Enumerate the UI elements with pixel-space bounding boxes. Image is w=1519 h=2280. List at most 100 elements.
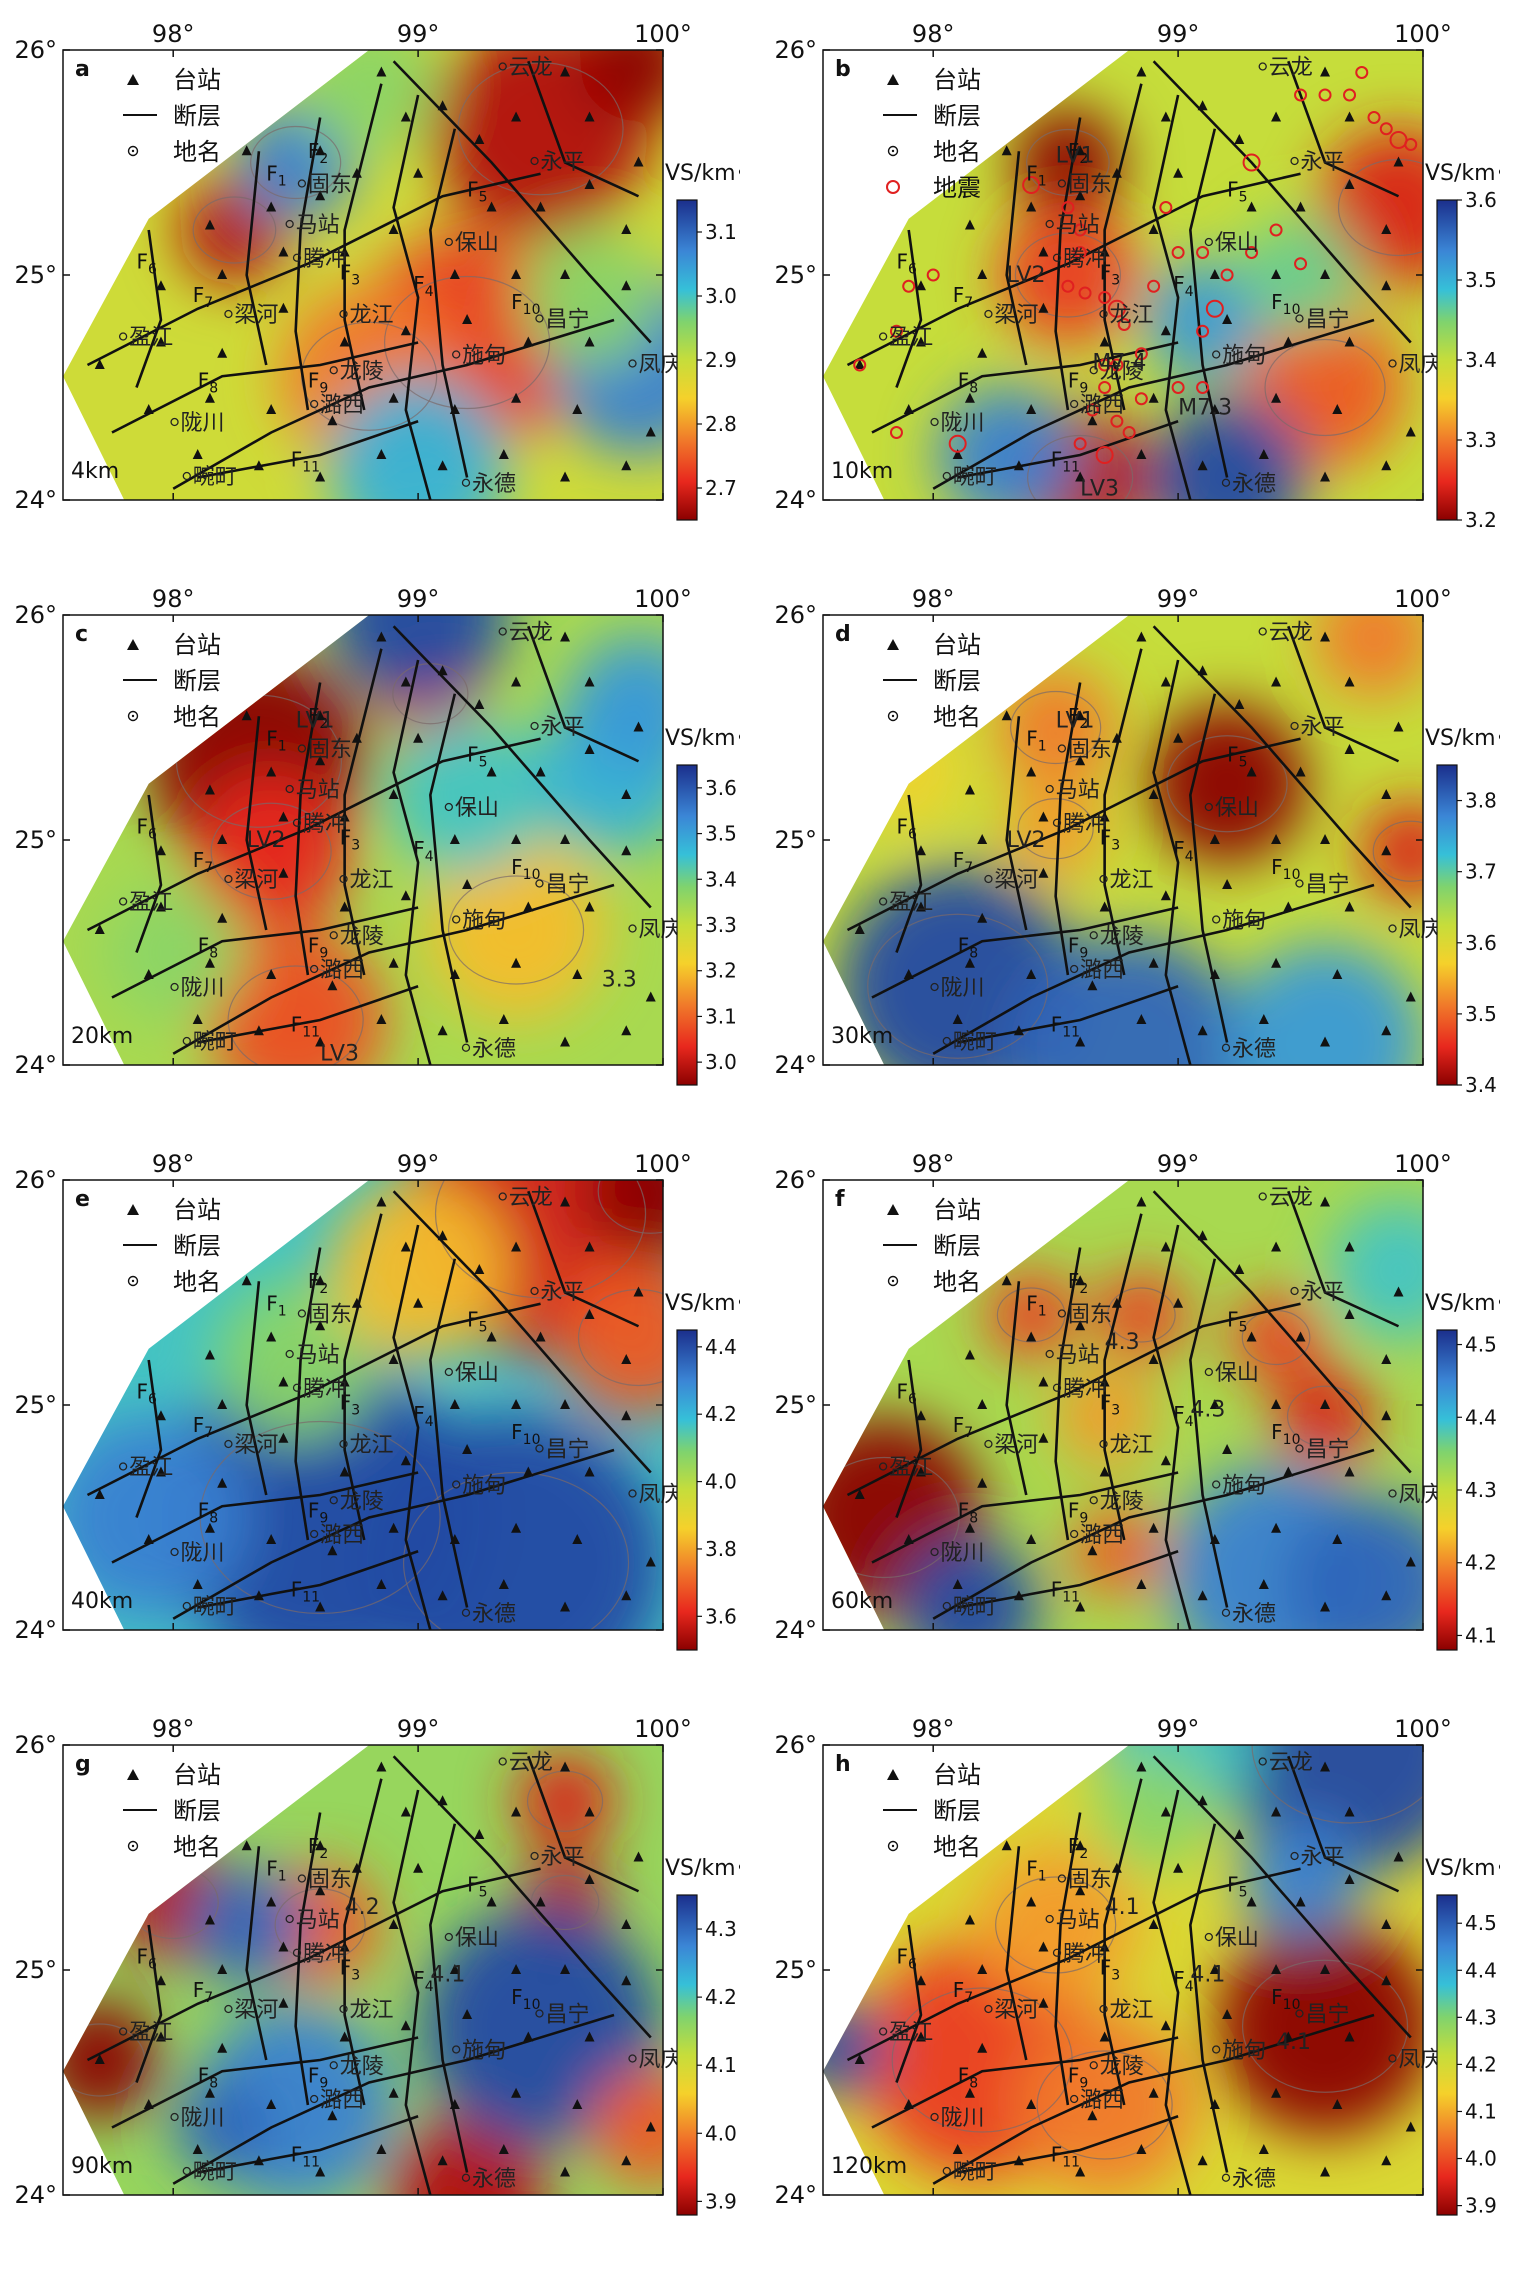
colorbar-tick-label: 4.4 <box>705 1335 737 1359</box>
colorbar-tick-label: 4.3 <box>705 1917 737 1941</box>
legend-fault: 断层 <box>173 1232 221 1260</box>
legend-station: 台站 <box>933 631 981 659</box>
panel-letter: g <box>75 1752 91 1777</box>
place-marker <box>444 1932 453 1942</box>
station-marker <box>462 2009 473 2019</box>
lon-tick-label: 99° <box>1157 585 1200 613</box>
place-label: 盈江 <box>889 326 933 351</box>
station-marker <box>204 392 215 403</box>
place-label: 龙江 <box>1110 868 1154 893</box>
station-marker <box>1148 957 1159 968</box>
station-marker <box>1160 111 1171 122</box>
station-marker <box>315 1320 326 1331</box>
station-marker <box>400 111 411 122</box>
station-marker <box>474 1264 485 1274</box>
station-marker <box>315 471 326 482</box>
station-marker <box>413 167 424 178</box>
fault-line <box>172 2013 615 2185</box>
place-label: 盈江 <box>889 891 933 916</box>
earthquake-marker <box>1122 426 1136 439</box>
station-marker <box>511 1806 522 1817</box>
station-marker <box>560 1761 571 1772</box>
station-marker <box>339 811 350 822</box>
place-label: 畹町 <box>953 1595 997 1620</box>
station-marker <box>351 1862 362 1873</box>
place-label: 昌宁 <box>1305 1438 1349 1463</box>
station-marker <box>449 404 460 414</box>
map-annotation: LV2 <box>1007 828 1046 853</box>
place-marker <box>182 471 191 481</box>
fault-line <box>1189 1258 1229 1608</box>
station-marker <box>315 710 326 721</box>
station-marker <box>266 1534 277 1544</box>
earthquake-marker <box>948 434 967 453</box>
fault-line <box>135 229 163 388</box>
map-panel-g: 云龙 永平 固东 马站 腾冲 保山 龙江 施甸 昌宁 盈江 梁河 龙陵 潞西 陇川 凤庆 畹町 永德 F1 F2 F3… <box>0 1715 782 2239</box>
station-marker <box>633 721 644 732</box>
fault-lines <box>846 1190 1412 1630</box>
station-marker <box>217 912 228 923</box>
station-marker <box>1087 980 1098 991</box>
station-marker <box>1111 1297 1122 1308</box>
place-marker <box>339 2004 348 2014</box>
station-marker <box>1148 224 1159 234</box>
station-marker <box>1160 325 1171 336</box>
station-marker <box>1246 201 1257 212</box>
station-marker <box>1222 314 1233 324</box>
station-marker <box>584 1241 595 1252</box>
colorbar-tick-label: 4.1 <box>1465 2099 1497 2123</box>
lon-tick-label: 99° <box>397 1150 440 1178</box>
place-marker <box>224 1439 233 1449</box>
station-marker <box>400 1806 411 1817</box>
place-marker <box>1212 915 1221 924</box>
depth-label: 90km <box>71 2154 133 2179</box>
station-marker <box>143 969 154 979</box>
place-label: 昌宁 <box>545 1438 589 1463</box>
station-marker <box>241 1840 252 1851</box>
station-marker <box>1038 246 1049 257</box>
place-marker <box>182 2166 191 2176</box>
station-marker <box>1013 1025 1024 1036</box>
fault-line <box>1152 1755 1412 2039</box>
fault-lines <box>846 625 1412 1065</box>
place-marker <box>1099 309 1108 319</box>
place-label: 施甸 <box>462 909 506 934</box>
place-label: 龙陵 <box>1100 924 1144 949</box>
place-label: 龙江 <box>350 868 394 893</box>
place-marker <box>1258 627 1267 636</box>
station-marker <box>388 1354 399 1364</box>
station-marker <box>278 1376 289 1387</box>
colorbar-tick-label: 3.9 <box>705 2189 737 2213</box>
place-marker <box>1221 1043 1231 1052</box>
colorbar-title: VS/km•s-1 <box>665 1856 740 1881</box>
place-label: 永平 <box>1301 1280 1345 1305</box>
place-label: 马站 <box>296 778 340 803</box>
station-marker <box>854 359 865 369</box>
station-marker <box>1344 1241 1355 1252</box>
station-marker <box>1271 1399 1282 1409</box>
fault-line <box>527 60 640 198</box>
place-label: 固东 <box>1068 173 1112 198</box>
colorbar-tick-label: 3.2 <box>1465 508 1497 532</box>
station-marker <box>1246 766 1257 777</box>
place-marker <box>329 2061 338 2070</box>
station-marker <box>964 219 975 230</box>
colorbar-tick-label: 4.3 <box>1465 2005 1497 2029</box>
station-marker <box>964 784 975 795</box>
station-marker <box>584 179 595 189</box>
fault-line <box>429 1823 469 2173</box>
map-panel-a: 云龙 永平 固东 马站 腾冲 保山 龙江 施甸 昌宁 盈江 梁河 龙陵 潞西 陇川 凤庆 畹町 永德 F1 F2 F3… <box>0 20 782 544</box>
station-marker <box>1099 336 1110 347</box>
lat-tick-label: 25° <box>774 261 817 289</box>
station-marker <box>511 269 522 279</box>
station-marker <box>1405 1556 1416 1567</box>
map-annotation: LV3 <box>1080 477 1119 502</box>
station-marker <box>155 901 166 912</box>
place-marker <box>930 2112 939 2122</box>
place-marker <box>498 627 507 636</box>
lat-tick-label: 25° <box>774 826 817 854</box>
station-marker <box>413 1862 424 1873</box>
place-label: 凤庆 <box>639 353 683 378</box>
